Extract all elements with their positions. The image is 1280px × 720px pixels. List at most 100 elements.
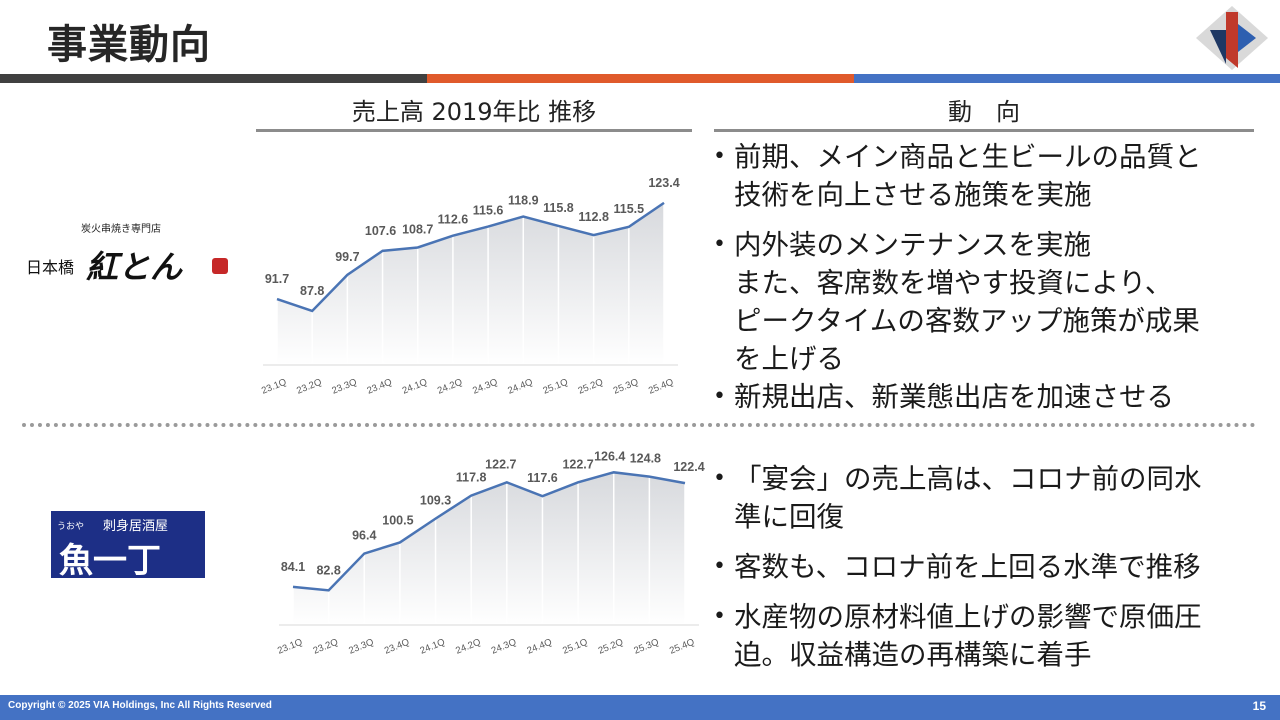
trend-header-rule — [714, 129, 1254, 132]
chart-data-label: 107.6 — [365, 224, 396, 238]
bullet-line: 客数も、コロナ前を上回る水準で推移 — [734, 551, 1201, 583]
chart-data-label: 124.8 — [630, 452, 661, 466]
top-bullet-3: • 新規出店、新業態出店を加速させる — [713, 378, 1174, 416]
chart-data-label: 96.4 — [352, 529, 376, 543]
chart-data-label: 126.4 — [594, 449, 625, 463]
chart-data-label: 123.4 — [648, 176, 679, 190]
trend-section-header: 動 向 — [948, 98, 1020, 126]
bullet-dot-icon: • — [713, 144, 726, 169]
chart-tick-label: 23.2Q — [295, 377, 323, 397]
brand2-name: 魚一丁 — [59, 541, 161, 581]
bullet-dot-icon: • — [713, 554, 726, 579]
page-number: 15 — [1252, 699, 1266, 713]
chart-tick-label: 24.4Q — [525, 637, 553, 657]
chart-tick-label: 24.4Q — [506, 377, 534, 397]
chart-data-label: 100.5 — [382, 513, 413, 527]
chart-data-label: 115.6 — [473, 204, 504, 218]
chart-data-label: 115.8 — [543, 201, 574, 215]
bullet-line: 迫。収益構造の再構築に着手 — [734, 639, 1092, 671]
chart-tick-label: 23.4Q — [383, 637, 411, 657]
chart-tick-label: 25.3Q — [632, 637, 660, 657]
chart-data-label: 109.3 — [420, 494, 451, 508]
chart-tick-label: 23.2Q — [312, 637, 340, 657]
chart-data-label: 118.9 — [508, 194, 539, 208]
chart-data-label: 99.7 — [335, 250, 359, 264]
bullet-dot-icon: • — [713, 232, 726, 257]
brand1-name: 紅とん — [86, 248, 183, 286]
chart-tick-label: 23.3Q — [330, 377, 358, 397]
chart-area-fill — [293, 472, 685, 625]
bullet-line: 「宴会」の売上高は、コロナ前の同水 — [734, 463, 1202, 495]
bullet-dot-icon: • — [713, 466, 726, 491]
brand2-furigana: うおや — [57, 522, 85, 532]
chart-tick-label: 23.4Q — [366, 377, 394, 397]
brand-logo-benton: 炭火串焼き専門店 日本橋 紅とん — [26, 220, 236, 286]
chart-tick-label: 23.1Q — [276, 637, 304, 657]
header-bar-blue — [854, 74, 1280, 83]
bottom-bullet-3: • 水産物の原材料値上げの影響で原価圧 迫。収益構造の再構築に着手 — [713, 598, 1202, 674]
chart-tick-label: 25.4Q — [647, 377, 675, 397]
chart-data-label: 117.6 — [527, 471, 558, 485]
chart-header-rule — [256, 129, 692, 132]
sales-chart-benton: 91.7 87.8 99.7 107.6 108.7 112.6 115.6 118.9 115… — [260, 176, 680, 397]
chart-tick-label: 25.2Q — [577, 377, 605, 397]
chart-data-label: 122.4 — [673, 460, 704, 474]
copyright-text: Copyright © 2025 VIA Holdings, Inc All R… — [8, 700, 272, 711]
chart-data-label: 84.1 — [281, 560, 305, 574]
bullet-line: 新規出店、新業態出店を加速させる — [734, 381, 1174, 413]
chart-data-label: 122.7 — [562, 457, 593, 471]
top-bullet-1: • 前期、メイン商品と生ビールの品質と 技術を向上させる施策を実施 — [713, 138, 1202, 214]
chart-tick-label: 25.2Q — [597, 637, 625, 657]
chart-data-label: 112.8 — [578, 210, 609, 224]
bullet-line: 内外装のメンテナンスを実施 — [734, 229, 1091, 261]
bullet-line: 技術を向上させる施策を実施 — [734, 179, 1092, 211]
brand1-seal-icon — [212, 258, 228, 274]
section-divider — [22, 423, 1256, 427]
chart-data-label: 91.7 — [265, 272, 289, 286]
sales-chart-uoicchou: 84.1 82.896.4100.5109.3117.8122.7117.6122… — [276, 449, 705, 657]
chart-series-line — [276, 201, 665, 313]
chart-series-line — [292, 471, 686, 592]
top-bullet-2: • 内外装のメンテナンスを実施また、客席数を増やす投資により、 ピークタイムの客数ア… — [713, 226, 1200, 378]
bullet-line: 水産物の原材料値上げの影響で原価圧 — [734, 601, 1202, 633]
chart-tick-label: 24.1Q — [419, 637, 447, 657]
brand1-subtitle: 炭火串焼き専門店 — [81, 224, 161, 235]
chart-data-label: 87.8 — [300, 284, 324, 298]
bullet-dot-icon: • — [713, 384, 726, 409]
chart-tick-label: 24.3Q — [490, 637, 518, 657]
header-bar-orange — [427, 74, 854, 83]
chart-data-label: 115.5 — [614, 202, 645, 216]
bullet-line: 前期、メイン商品と生ビールの品質と — [734, 141, 1202, 173]
chart-data-label: 108.7 — [402, 222, 433, 236]
bullet-line: また、客席数を増やす投資により、 — [734, 267, 1173, 299]
bullet-line: を上げる — [734, 343, 844, 375]
chart-tick-label: 24.2Q — [436, 377, 464, 397]
chart-data-label: 112.6 — [438, 213, 469, 227]
chart-tick-label: 23.1Q — [260, 377, 288, 397]
chart-data-label: 82.8 — [316, 563, 340, 577]
chart-area-fill — [277, 202, 664, 365]
chart-tick-label: 25.3Q — [612, 377, 640, 397]
chart-data-label: 122.7 — [485, 457, 516, 471]
header-bar-gray — [0, 74, 427, 83]
chart-section-header: 売上高 2019年比 推移 — [351, 98, 597, 126]
company-logo-icon — [1196, 6, 1268, 70]
page-title: 事業動向 — [47, 22, 211, 68]
chart-tick-label: 24.2Q — [454, 637, 482, 657]
brand-logo-uoicchou: うおや 刺身居酒屋 魚一丁 — [51, 511, 205, 581]
bottom-bullet-1: • 「宴会」の売上高は、コロナ前の同水 準に回復 — [713, 460, 1202, 536]
chart-tick-label: 24.1Q — [401, 377, 429, 397]
bullet-line: 準に回復 — [734, 501, 844, 533]
chart-tick-label: 25.1Q — [541, 377, 569, 397]
brand2-subtitle: 刺身居酒屋 — [103, 519, 169, 534]
brand1-prefix: 日本橋 — [26, 258, 75, 277]
bullet-line: ピークタイムの客数アップ施策が成果 — [734, 305, 1200, 337]
footer-bar: Copyright © 2025 VIA Holdings, Inc All R… — [0, 695, 1280, 720]
chart-tick-label: 25.1Q — [561, 637, 589, 657]
chart-data-label: 117.8 — [456, 471, 487, 485]
chart-tick-label: 25.4Q — [668, 637, 696, 657]
chart-tick-label: 23.3Q — [347, 637, 375, 657]
bullet-dot-icon: • — [713, 604, 726, 629]
bottom-bullet-2: • 客数も、コロナ前を上回る水準で推移 — [713, 548, 1201, 586]
chart-tick-label: 24.3Q — [471, 377, 499, 397]
